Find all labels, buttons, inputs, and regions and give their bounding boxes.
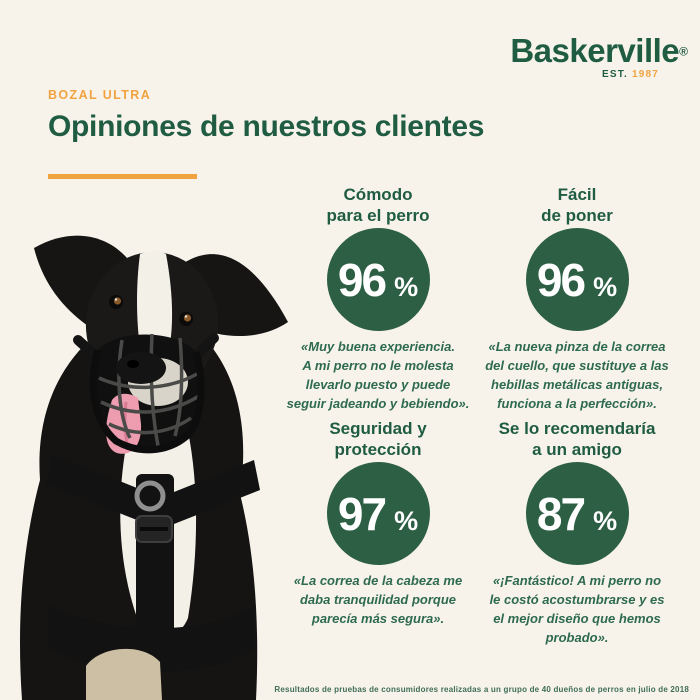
stat-card-facil: Fácil de poner 96 % «La nueva pinza de l… (477, 184, 677, 413)
stat-percent-sign: % (394, 505, 419, 536)
stat-quote: «¡Fantástico! A mi perro no le costó aco… (489, 573, 665, 645)
dog-nose (116, 352, 166, 384)
muzzle-rim (89, 349, 205, 454)
footnote: Resultados de pruebas de consumidores re… (274, 685, 689, 694)
stat-heading: Seguridad y protección (329, 419, 427, 459)
dog-photo (20, 235, 288, 700)
brand-logo: Baskerville® EST. 1987 (510, 34, 688, 80)
stat-circle: 87 % (525, 462, 629, 565)
stat-circle: 97 % (326, 462, 430, 565)
established-label: EST. (602, 69, 628, 80)
muzzle-grid (98, 333, 200, 447)
stat-quote: «La nueva pinza de la correa del cuello,… (485, 339, 669, 411)
stat-quote: «Muy buena experiencia. A mi perro no le… (286, 339, 470, 411)
dog-belly-fur (86, 648, 162, 700)
stat-circle: 96 % (525, 228, 629, 331)
page-title: Opiniones de nuestros clientes (48, 110, 485, 143)
stat-heading: Se lo recomendaría a un amigo (498, 419, 656, 459)
stat-card-comodo: Cómodo para el perro 96 % «Muy buena exp… (278, 184, 478, 413)
brand-name: Baskerville (510, 32, 680, 69)
harness-d-ring (134, 480, 166, 512)
stat-value: 96 (536, 253, 586, 306)
dog-blaze (137, 251, 173, 348)
dog-eyes (109, 295, 193, 326)
established-year: 1987 (631, 69, 659, 80)
established-badge: EST. 1987 (510, 69, 688, 80)
stat-percent-sign: % (394, 271, 419, 302)
registered-mark: ® (679, 44, 688, 59)
stat-value: 97 (337, 487, 387, 540)
stat-card-recomendaria: Se lo recomendaría a un amigo 87 % «¡Fan… (477, 418, 677, 647)
accent-rule (48, 174, 197, 179)
stat-value: 87 (536, 487, 586, 540)
product-name-label: BOZAL ULTRA (48, 88, 152, 102)
stat-heading: Fácil de poner (541, 185, 613, 225)
stat-percent-sign: % (593, 271, 618, 302)
stat-circle: 96 % (326, 228, 430, 331)
stat-heading: Cómodo para el perro (326, 185, 430, 225)
stat-quote: «La correa de la cabeza me daba tranquil… (293, 573, 463, 626)
stat-value: 96 (337, 253, 387, 306)
stat-percent-sign: % (593, 505, 618, 536)
stat-card-seguridad: Seguridad y protección 97 % «La correa d… (278, 418, 478, 628)
